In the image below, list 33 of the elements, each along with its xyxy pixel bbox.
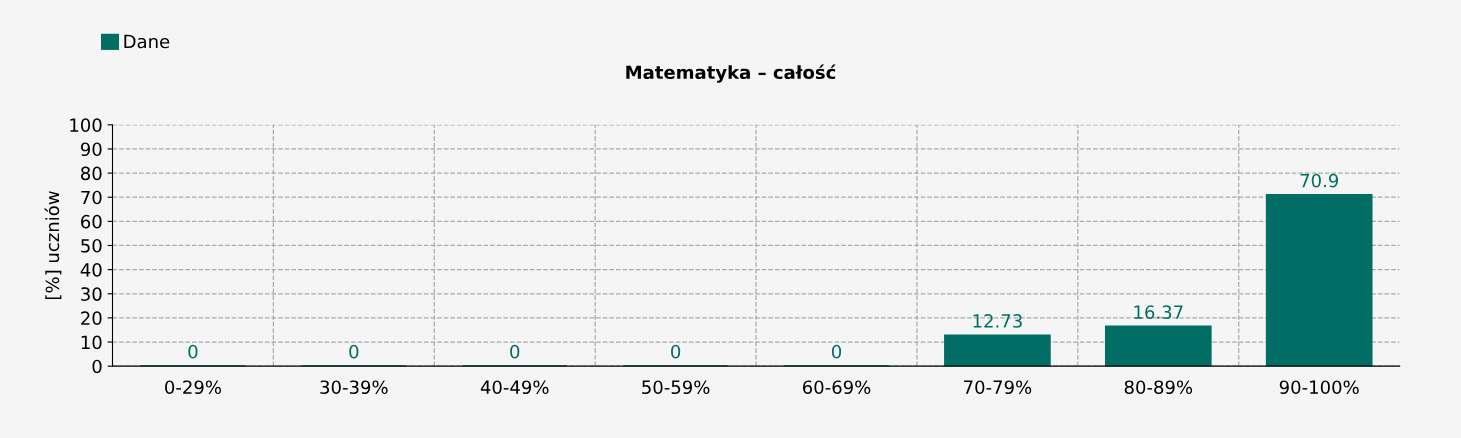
y-tick-label: 80 — [81, 166, 102, 181]
x-tick-label: 30-39% — [320, 380, 388, 395]
chart-title: Matematyka – całość — [626, 64, 836, 83]
y-tick-label: 70 — [81, 190, 102, 205]
bar — [1265, 194, 1373, 367]
data-label: 0 — [188, 344, 198, 359]
x-tick-label: 80-89% — [1124, 380, 1193, 395]
y-tick-label: 0 — [92, 359, 102, 374]
bar — [1104, 325, 1212, 367]
y-tick-label: 20 — [81, 311, 102, 326]
data-label: 16.37 — [1134, 305, 1183, 319]
x-tick-label: 70-79% — [964, 380, 1032, 395]
x-tick-label: 0-29% — [165, 380, 222, 395]
y-tick-label: 30 — [81, 287, 102, 301]
y-axis-title: [%] uczniów — [44, 191, 62, 299]
y-tick-label: 50 — [81, 238, 102, 253]
legend-label: Dane — [124, 34, 170, 49]
x-tick-label: 60-69% — [802, 380, 871, 395]
data-label: 0 — [510, 344, 520, 359]
y-tick-label: 10 — [81, 335, 102, 350]
data-label: 0 — [349, 344, 359, 359]
bar — [944, 334, 1051, 367]
data-label: 12.73 — [973, 314, 1022, 328]
y-tick-label: 60 — [81, 214, 102, 229]
data-label: 0 — [831, 344, 842, 359]
y-tick-label: 40 — [80, 263, 102, 277]
x-tick-label: 90-100% — [1279, 380, 1359, 395]
y-tick-label: 100 — [70, 118, 102, 132]
data-label: 0 — [671, 344, 681, 359]
y-tick-label: 90 — [80, 142, 102, 157]
data-label: 70.9 — [1300, 173, 1339, 188]
x-tick-label: 40-49% — [480, 380, 549, 395]
x-tick-label: 50-59% — [642, 380, 710, 395]
